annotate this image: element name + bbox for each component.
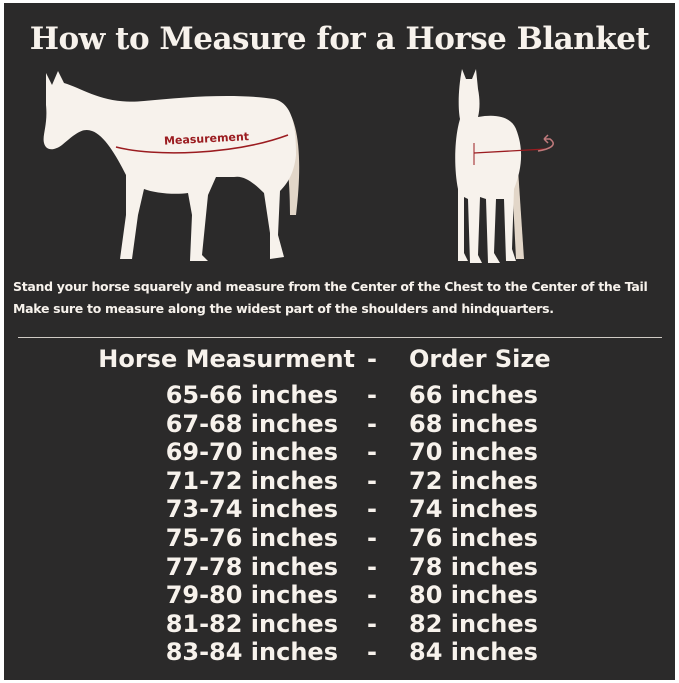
table-row: 65-66 inches - 66 inches	[4, 381, 675, 409]
separator: -	[367, 524, 377, 552]
table-row: 69-70 inches - 70 inches	[4, 438, 675, 466]
separator: -	[367, 466, 377, 495]
horse-measurement: 79-80 inches	[165, 581, 338, 610]
table-row: 79-80 inches - 80 inches	[4, 581, 675, 609]
order-size: 68 inches	[409, 409, 538, 438]
front-measurement-line	[473, 148, 547, 154]
measurement-line	[115, 134, 289, 154]
header-separator: -	[367, 345, 377, 373]
table-row: 73-74 inches - 74 inches	[4, 495, 675, 523]
horse-measurement: 71-72 inches	[165, 466, 338, 495]
horse-side-view-illustration: Measurement	[43, 71, 300, 261]
order-size: 74 inches	[409, 495, 538, 524]
table-row: 81-82 inches - 82 inches	[4, 610, 675, 638]
order-size: 80 inches	[409, 581, 538, 610]
order-size: 78 inches	[409, 552, 538, 581]
header-order-size: Order Size	[409, 345, 551, 373]
separator: -	[367, 638, 377, 667]
size-chart-card: How to Measure for a Horse Blanket Measu…	[4, 3, 675, 680]
measurement-label: Measurement	[164, 130, 250, 147]
horse-measurement: 81-82 inches	[165, 609, 338, 638]
horse-front-tail	[512, 169, 524, 259]
horse-front-body	[455, 69, 522, 263]
divider	[18, 337, 662, 338]
separator: -	[367, 409, 377, 438]
separator: -	[367, 609, 377, 638]
page-title: How to Measure for a Horse Blanket	[29, 21, 650, 57]
horse-measurement: 67-68 inches	[165, 409, 338, 438]
horse-measurement: 73-74 inches	[165, 495, 338, 524]
order-size: 72 inches	[409, 466, 538, 495]
horse-measurement: 77-78 inches	[165, 552, 338, 581]
order-size: 76 inches	[409, 524, 538, 552]
separator: -	[367, 438, 377, 467]
separator: -	[367, 581, 377, 610]
table-row: 67-68 inches - 68 inches	[4, 410, 675, 438]
horse-front-view-illustration	[455, 69, 554, 263]
table-row: 75-76 inches - 76 inches	[4, 524, 675, 552]
order-size: 66 inches	[409, 381, 538, 409]
instruction-line-2: Make sure to measure along the widest pa…	[13, 301, 554, 316]
table-row: 71-72 inches - 72 inches	[4, 467, 675, 495]
order-size: 70 inches	[409, 438, 538, 467]
order-size: 82 inches	[409, 609, 538, 638]
wrap-arrow-icon	[537, 134, 554, 152]
order-size: 84 inches	[409, 638, 538, 667]
separator: -	[367, 381, 377, 409]
horse-measurement: 65-66 inches	[165, 381, 338, 409]
separator: -	[367, 495, 377, 524]
table-row: 77-78 inches - 78 inches	[4, 553, 675, 581]
separator: -	[367, 552, 377, 581]
table-header: Horse Measurment - Order Size	[4, 345, 675, 373]
horse-measurement: 69-70 inches	[165, 438, 338, 467]
horse-measurement: 83-84 inches	[165, 638, 338, 667]
table-row: 83-84 inches - 84 inches	[4, 638, 675, 666]
header-measurement: Horse Measurment	[98, 345, 355, 373]
instruction-line-1: Stand your horse squarely and measure fr…	[13, 279, 648, 294]
horse-side-body	[43, 71, 296, 261]
horse-measurement: 75-76 inches	[165, 524, 338, 552]
